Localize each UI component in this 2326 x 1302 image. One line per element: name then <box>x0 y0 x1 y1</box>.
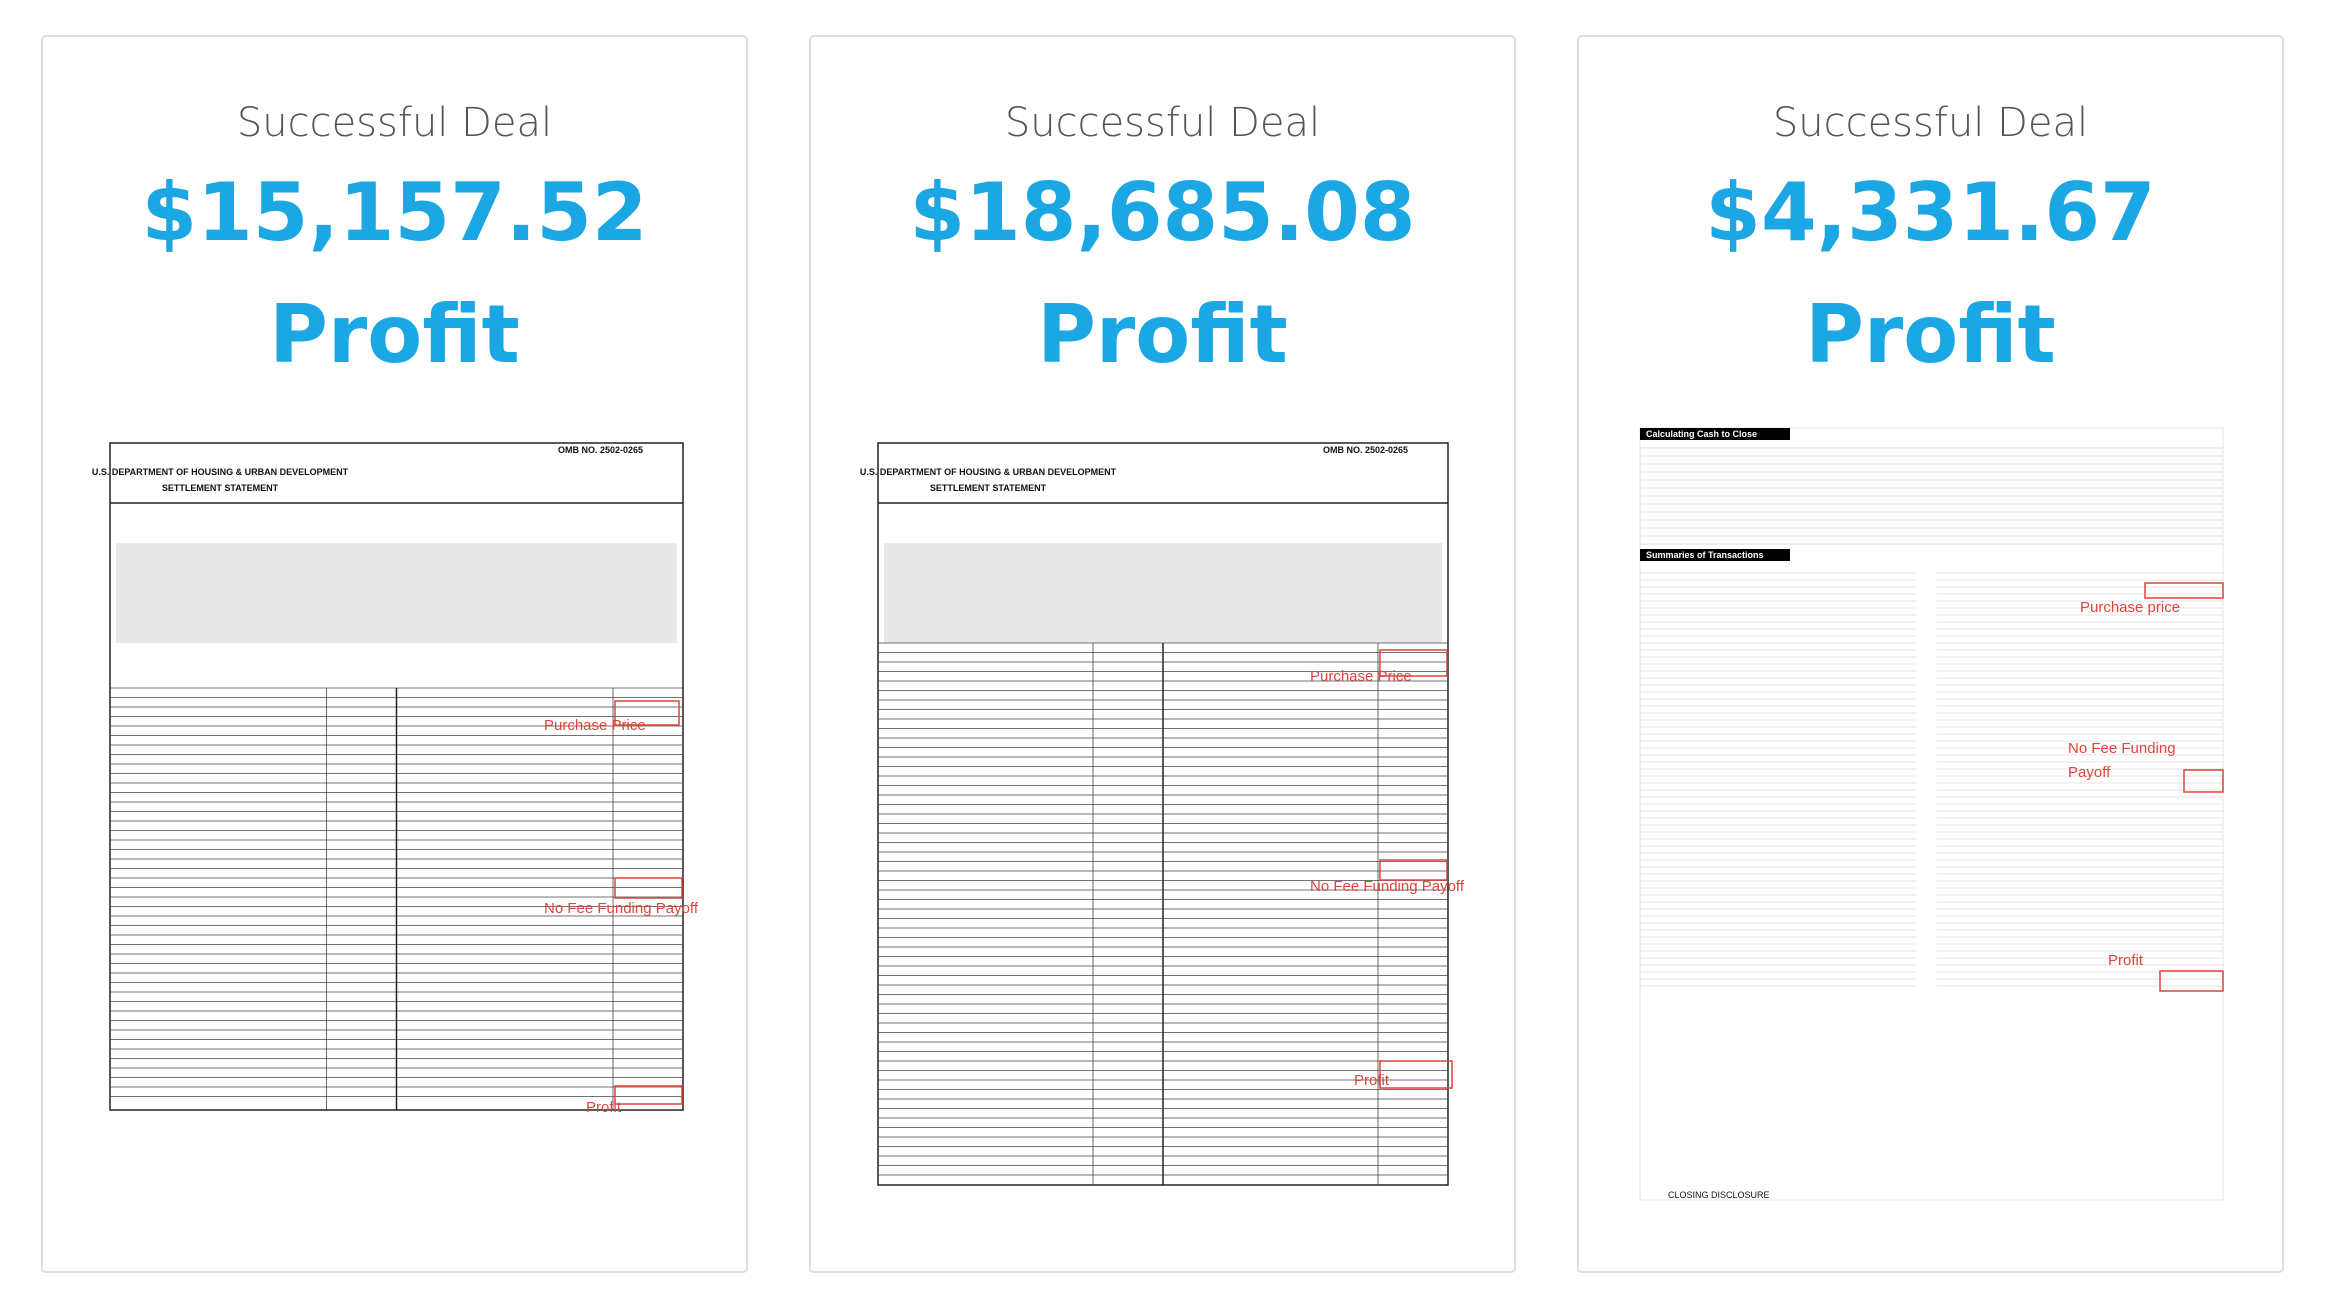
annotation: Purchase Price <box>1310 668 1412 685</box>
highlight-box <box>614 700 680 726</box>
highlight-box <box>2159 970 2224 992</box>
profit-suffix: Profit <box>1805 288 2056 381</box>
highlight-box <box>614 1085 683 1105</box>
annotation: Profit <box>1354 1072 1390 1089</box>
profit-amount: $18,685.08 <box>909 166 1415 259</box>
document-image: Calculating Cash to Close Summaries of Tr… <box>1639 427 2224 1201</box>
section-bar <box>1640 428 1790 440</box>
annotation: Profit <box>586 1099 622 1116</box>
doc-title: Summaries of Transactions <box>1646 550 1764 560</box>
doc-title: SETTLEMENT STATEMENT <box>162 483 279 493</box>
annotation: Purchase Price <box>544 717 646 734</box>
document-image: OMB NO. 2502-0265 U.S. DEPARTMENT OF HOUS… <box>92 442 699 1116</box>
highlight-box <box>614 877 683 899</box>
highlight-box <box>1379 859 1448 881</box>
annotation: Profit <box>2108 952 2144 969</box>
section-bar <box>1640 549 1790 561</box>
blurred-info <box>116 543 677 643</box>
profit-amount: $15,157.52 <box>141 166 647 259</box>
profit-amount: $4,331.67 <box>1705 166 2155 259</box>
doc-agency: U.S. DEPARTMENT OF HOUSING & URBAN DEVEL… <box>860 467 1117 477</box>
blurred-info <box>884 543 1442 643</box>
card-label: Successful Deal <box>1005 100 1320 146</box>
document-image: OMB NO. 2502-0265 U.S. DEPARTMENT OF HOUS… <box>860 442 1465 1186</box>
doc-footer: CLOSING DISCLOSURE <box>1668 1190 1770 1200</box>
card-label: Successful Deal <box>1773 100 2088 146</box>
annotation: No Fee Funding <box>2068 740 2176 757</box>
doc-agency: U.S. DEPARTMENT OF HOUSING & URBAN DEVEL… <box>92 467 349 477</box>
highlight-box <box>1379 649 1448 677</box>
omb-number: OMB NO. 2502-0265 <box>558 445 643 455</box>
annotation: No Fee Funding Payoff <box>1310 878 1465 895</box>
profit-suffix: Profit <box>1037 288 1288 381</box>
highlight-box <box>1379 1060 1453 1089</box>
doc-title: SETTLEMENT STATEMENT <box>930 483 1047 493</box>
annotation: No Fee Funding Payoff <box>544 900 699 917</box>
highlight-box <box>2183 769 2224 793</box>
profit-suffix: Profit <box>269 288 520 381</box>
deal-card: Successful Deal$4,331.67ProfitCalculatin… <box>1577 35 2284 1273</box>
card-label: Successful Deal <box>237 100 552 146</box>
omb-number: OMB NO. 2502-0265 <box>1323 445 1408 455</box>
annotation: Purchase price <box>2080 599 2180 616</box>
highlight-box <box>2144 582 2224 599</box>
doc-agency: Calculating Cash to Close <box>1646 429 1757 439</box>
annotation: Payoff <box>2068 764 2111 781</box>
